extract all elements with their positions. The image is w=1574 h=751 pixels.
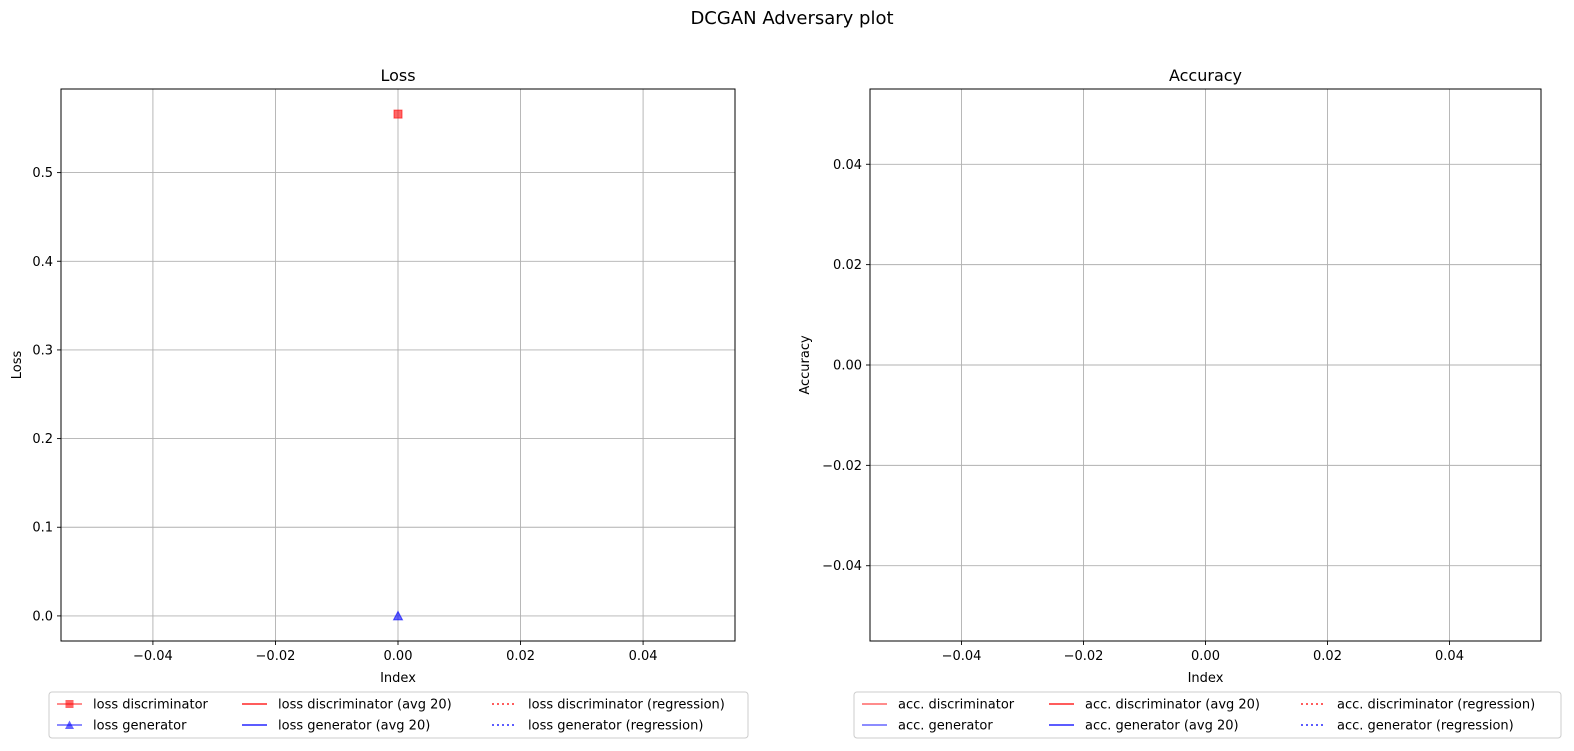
loss-legend: loss discriminator loss generator loss dis… [48, 691, 749, 739]
accuracy-legend: acc. discriminator acc. generator acc. dis… [853, 691, 1562, 739]
loss-legend-label: loss generator (regression) [528, 719, 703, 734]
accuracy-panel: −0.04 −0.02 0.00 0.02 0.04 −0.04 −0.02 0.00 0.02… [798, 66, 1562, 739]
loss-legend-marker [65, 720, 74, 729]
accuracy-axes-frame [869, 88, 1542, 642]
loss-xtick-label: −0.04 [133, 649, 173, 664]
loss-legend-label: loss discriminator (avg 20) [278, 698, 452, 713]
loss-legend-label: loss discriminator [93, 698, 209, 713]
loss-ytick-label: 0.1 [32, 521, 53, 536]
loss-ytick-label: 0.5 [32, 166, 53, 181]
accuracy-yaxis-label: Accuracy [798, 335, 813, 395]
loss-ytick-label: 0.0 [32, 609, 53, 624]
loss-xaxis-label: Index [380, 671, 416, 686]
accuracy-legend-label: acc. generator (avg 20) [1085, 719, 1239, 734]
loss-xtick-label: 0.02 [506, 649, 535, 664]
accuracy-xtick-label: 0.04 [1435, 649, 1464, 664]
accuracy-ytick-label: 0.00 [833, 359, 862, 374]
loss-panel: −0.04 −0.02 0.00 0.02 0.04 0.0 0.1 0.2 0.3 0.4 0.5… [10, 66, 749, 739]
accuracy-xtick-label: −0.04 [942, 649, 982, 664]
loss-xtick-label: 0.04 [629, 649, 658, 664]
loss-legend-label: loss discriminator (regression) [528, 698, 725, 713]
accuracy-legend-label: acc. generator [898, 719, 993, 734]
loss-ytick-label: 0.4 [32, 255, 53, 270]
accuracy-xaxis-label: Index [1188, 671, 1224, 686]
loss-legend-box [48, 691, 749, 739]
loss-legend-label: loss generator (avg 20) [278, 719, 430, 734]
accuracy-legend-box [853, 691, 1562, 739]
loss-ytick-label: 0.3 [32, 343, 53, 358]
accuracy-legend-label: acc. discriminator [898, 698, 1015, 713]
accuracy-legend-label: acc. discriminator (regression) [1337, 698, 1535, 713]
loss-point-1 [392, 610, 404, 621]
accuracy-legend-label: acc. discriminator (avg 20) [1085, 698, 1260, 713]
loss-xtick-label: −0.02 [256, 649, 296, 664]
loss-yaxis-label: Loss [10, 351, 25, 380]
loss-ytick-label: 0.2 [32, 432, 53, 447]
accuracy-legend-label: acc. generator (regression) [1337, 719, 1514, 734]
accuracy-ytick-label: 0.02 [833, 258, 862, 273]
accuracy-xtick-label: 0.00 [1191, 649, 1220, 664]
loss-axes-title: Loss [380, 66, 415, 85]
loss-legend-marker [65, 700, 74, 708]
accuracy-xtick-label: −0.02 [1064, 649, 1104, 664]
accuracy-xtick-label: 0.02 [1313, 649, 1342, 664]
accuracy-ytick-label: −0.04 [822, 559, 862, 574]
accuracy-ytick-label: −0.02 [822, 459, 862, 474]
loss-xtick-label: 0.00 [384, 649, 413, 664]
accuracy-ytick-label: 0.04 [833, 158, 862, 173]
loss-point-0 [393, 109, 403, 119]
accuracy-axes-title: Accuracy [1169, 66, 1242, 85]
loss-axes-frame [60, 88, 736, 642]
figure-suptitle: DCGAN Adversary plot [690, 8, 893, 29]
loss-legend-label: loss generator [93, 719, 187, 734]
